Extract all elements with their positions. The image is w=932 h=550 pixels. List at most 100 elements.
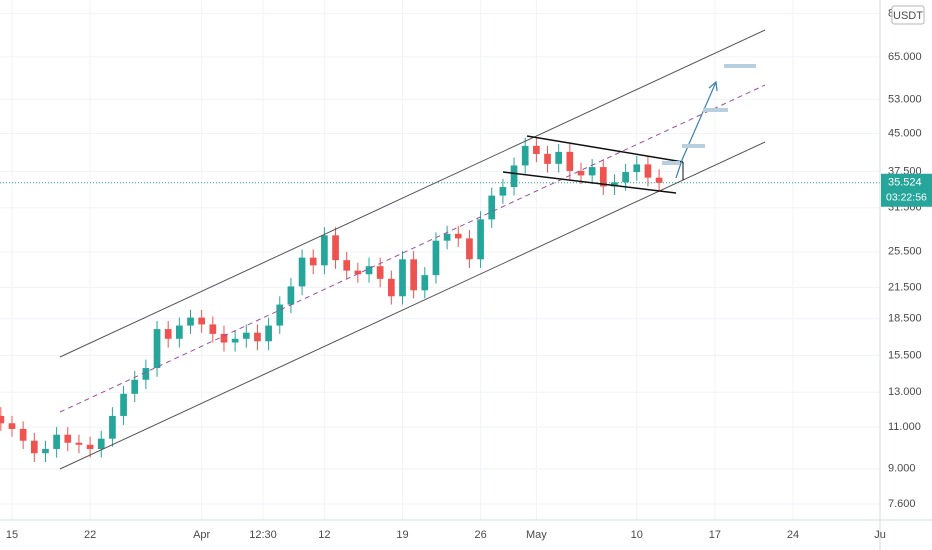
channel-upper	[59, 29, 766, 358]
candle-body	[131, 379, 139, 394]
candle-body	[454, 233, 462, 239]
candle-body	[298, 257, 306, 287]
candle-body	[365, 266, 373, 275]
candle-body	[75, 442, 83, 445]
grid	[0, 0, 881, 520]
candle-body	[521, 145, 529, 166]
projection-arrow	[675, 81, 717, 179]
y-tick-label: 8	[888, 8, 894, 20]
channel-mid	[59, 84, 766, 413]
candle-body	[611, 182, 618, 187]
y-tick-label: 18.500	[888, 313, 922, 325]
candle-body	[533, 145, 540, 154]
labels: 865.00053.00045.00037.50031.50025.50021.…	[6, 8, 932, 541]
candle-body	[387, 278, 395, 297]
candle-body	[287, 286, 295, 305]
candle-body	[599, 167, 607, 187]
y-tick-label: 9.000	[888, 463, 916, 475]
candle-body	[432, 240, 440, 276]
candle-body	[97, 438, 105, 449]
y-tick-label: 21.500	[888, 281, 922, 293]
y-tick-label: 45.000	[888, 127, 922, 139]
candle-body	[566, 151, 574, 171]
y-tick-label: 13.000	[888, 386, 922, 398]
candle-body	[86, 444, 94, 449]
candle-body	[53, 434, 60, 449]
y-tick-label: 7.600	[888, 498, 916, 510]
currency[interactable]: USDT	[893, 10, 923, 22]
candle-body	[343, 260, 351, 271]
candle-body	[577, 170, 585, 176]
y-tick-label: 15.500	[888, 349, 922, 361]
x-tick-label: May	[526, 529, 547, 541]
candle-body	[8, 423, 16, 429]
candle-body	[544, 153, 551, 164]
candle-body	[332, 235, 339, 261]
candle-body	[488, 195, 496, 220]
candle-body	[19, 428, 27, 441]
candle-body	[254, 332, 261, 342]
y-tick-label: 11.000	[888, 421, 921, 433]
candle-body	[644, 164, 652, 178]
candle-body	[655, 177, 663, 183]
candle-body	[0, 415, 5, 424]
y-tick-label: 25.500	[888, 246, 922, 258]
x-tick-label: 10	[631, 529, 643, 541]
candles	[0, 137, 880, 462]
candle-body	[209, 324, 217, 334]
candle-body	[510, 165, 518, 188]
flag-lower	[502, 171, 677, 194]
candle-body	[421, 275, 429, 291]
candle-body	[231, 338, 239, 343]
drawings	[59, 29, 766, 470]
y-tick-label: 65.000	[888, 51, 922, 63]
candle-body	[354, 270, 362, 275]
x-tick-label: 19	[396, 529, 408, 541]
candle-body	[321, 235, 328, 266]
candle-body	[376, 266, 384, 279]
x-tick-label: 26	[474, 529, 486, 541]
flag-upper	[526, 135, 684, 163]
price-axis-panel	[880, 0, 932, 550]
candle-body	[555, 151, 563, 164]
candle-body	[309, 257, 317, 266]
candle-body	[30, 440, 38, 454]
x-tick-label: 24	[787, 529, 799, 541]
candle-body	[622, 172, 629, 183]
candle-body	[64, 434, 72, 443]
candle-body	[164, 329, 172, 339]
candle-body	[443, 233, 451, 241]
last-price-tag	[881, 173, 932, 207]
channel-lower	[59, 141, 766, 470]
x-tick-label: Apr	[193, 529, 210, 541]
arrow-head	[708, 80, 718, 92]
x-tick-label: 12	[318, 529, 330, 541]
candle-body	[588, 167, 596, 176]
candle-body	[198, 317, 206, 325]
candle-body	[42, 448, 49, 454]
candle-body	[176, 325, 183, 339]
x-tick-label: 22	[84, 529, 96, 541]
candle-body	[187, 317, 194, 326]
candle-body	[499, 187, 507, 196]
candle-body	[242, 332, 250, 339]
x-tick-label: Ju	[874, 529, 886, 541]
x-tick-label: 17	[709, 529, 721, 541]
candle-body	[142, 368, 150, 380]
countdown: 03:22:56	[886, 192, 927, 204]
candle-body	[276, 304, 284, 326]
y-tick-label: 53.000	[888, 93, 922, 105]
currency-box[interactable]	[891, 5, 925, 25]
candle-body	[399, 259, 406, 297]
candle-body	[265, 325, 272, 342]
candle-body	[633, 164, 641, 173]
candle-body	[109, 415, 116, 439]
time-axis-panel	[0, 520, 932, 550]
x-tick-label: 12:30	[249, 529, 277, 541]
candle-body	[120, 393, 127, 416]
last-price-label: 35.524	[888, 177, 922, 189]
candle-body	[466, 238, 473, 260]
